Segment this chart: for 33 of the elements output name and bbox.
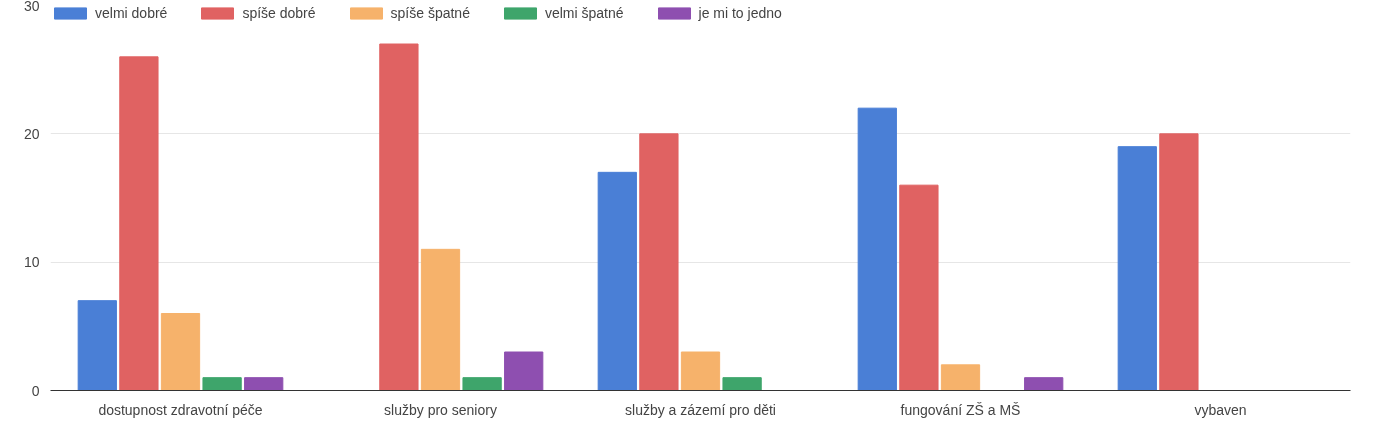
bar [1024, 377, 1064, 391]
y-tick-label: 30 [23, 0, 40, 14]
y-tick-label: 10 [23, 254, 40, 271]
bar [119, 56, 159, 391]
bar [940, 364, 981, 391]
bar [504, 351, 544, 391]
x-tick-label: služby pro seniory [384, 401, 497, 418]
x-tick-label: dostupnost zdravotní péče [98, 401, 263, 418]
x-tick-label: služby a zázemí pro děti [625, 401, 776, 418]
legend-label: je mi to jedno [698, 5, 782, 21]
x-tick-label: vybaven [1194, 401, 1247, 418]
y-tick-label: 0 [31, 382, 40, 399]
bar [244, 377, 284, 391]
y-tick-label: 20 [23, 125, 40, 142]
legend-label: spíše dobré [242, 5, 316, 21]
bar [77, 300, 117, 391]
bar [857, 107, 897, 391]
x-tick-label: fungování ZŠ a MŠ [900, 401, 1021, 418]
bar [420, 248, 461, 391]
bar [462, 377, 502, 391]
bar [899, 184, 939, 391]
bar [1159, 133, 1199, 391]
bar [722, 377, 762, 391]
legend-label: velmi dobré [95, 5, 168, 21]
bar [160, 313, 201, 391]
bar [202, 377, 242, 391]
bar [680, 351, 721, 391]
legend-label: spíše špatné [390, 5, 470, 21]
bar [1117, 146, 1157, 391]
bar [379, 43, 419, 391]
bar [597, 171, 637, 391]
legend-label: velmi špatné [544, 5, 624, 21]
bar [639, 133, 679, 391]
